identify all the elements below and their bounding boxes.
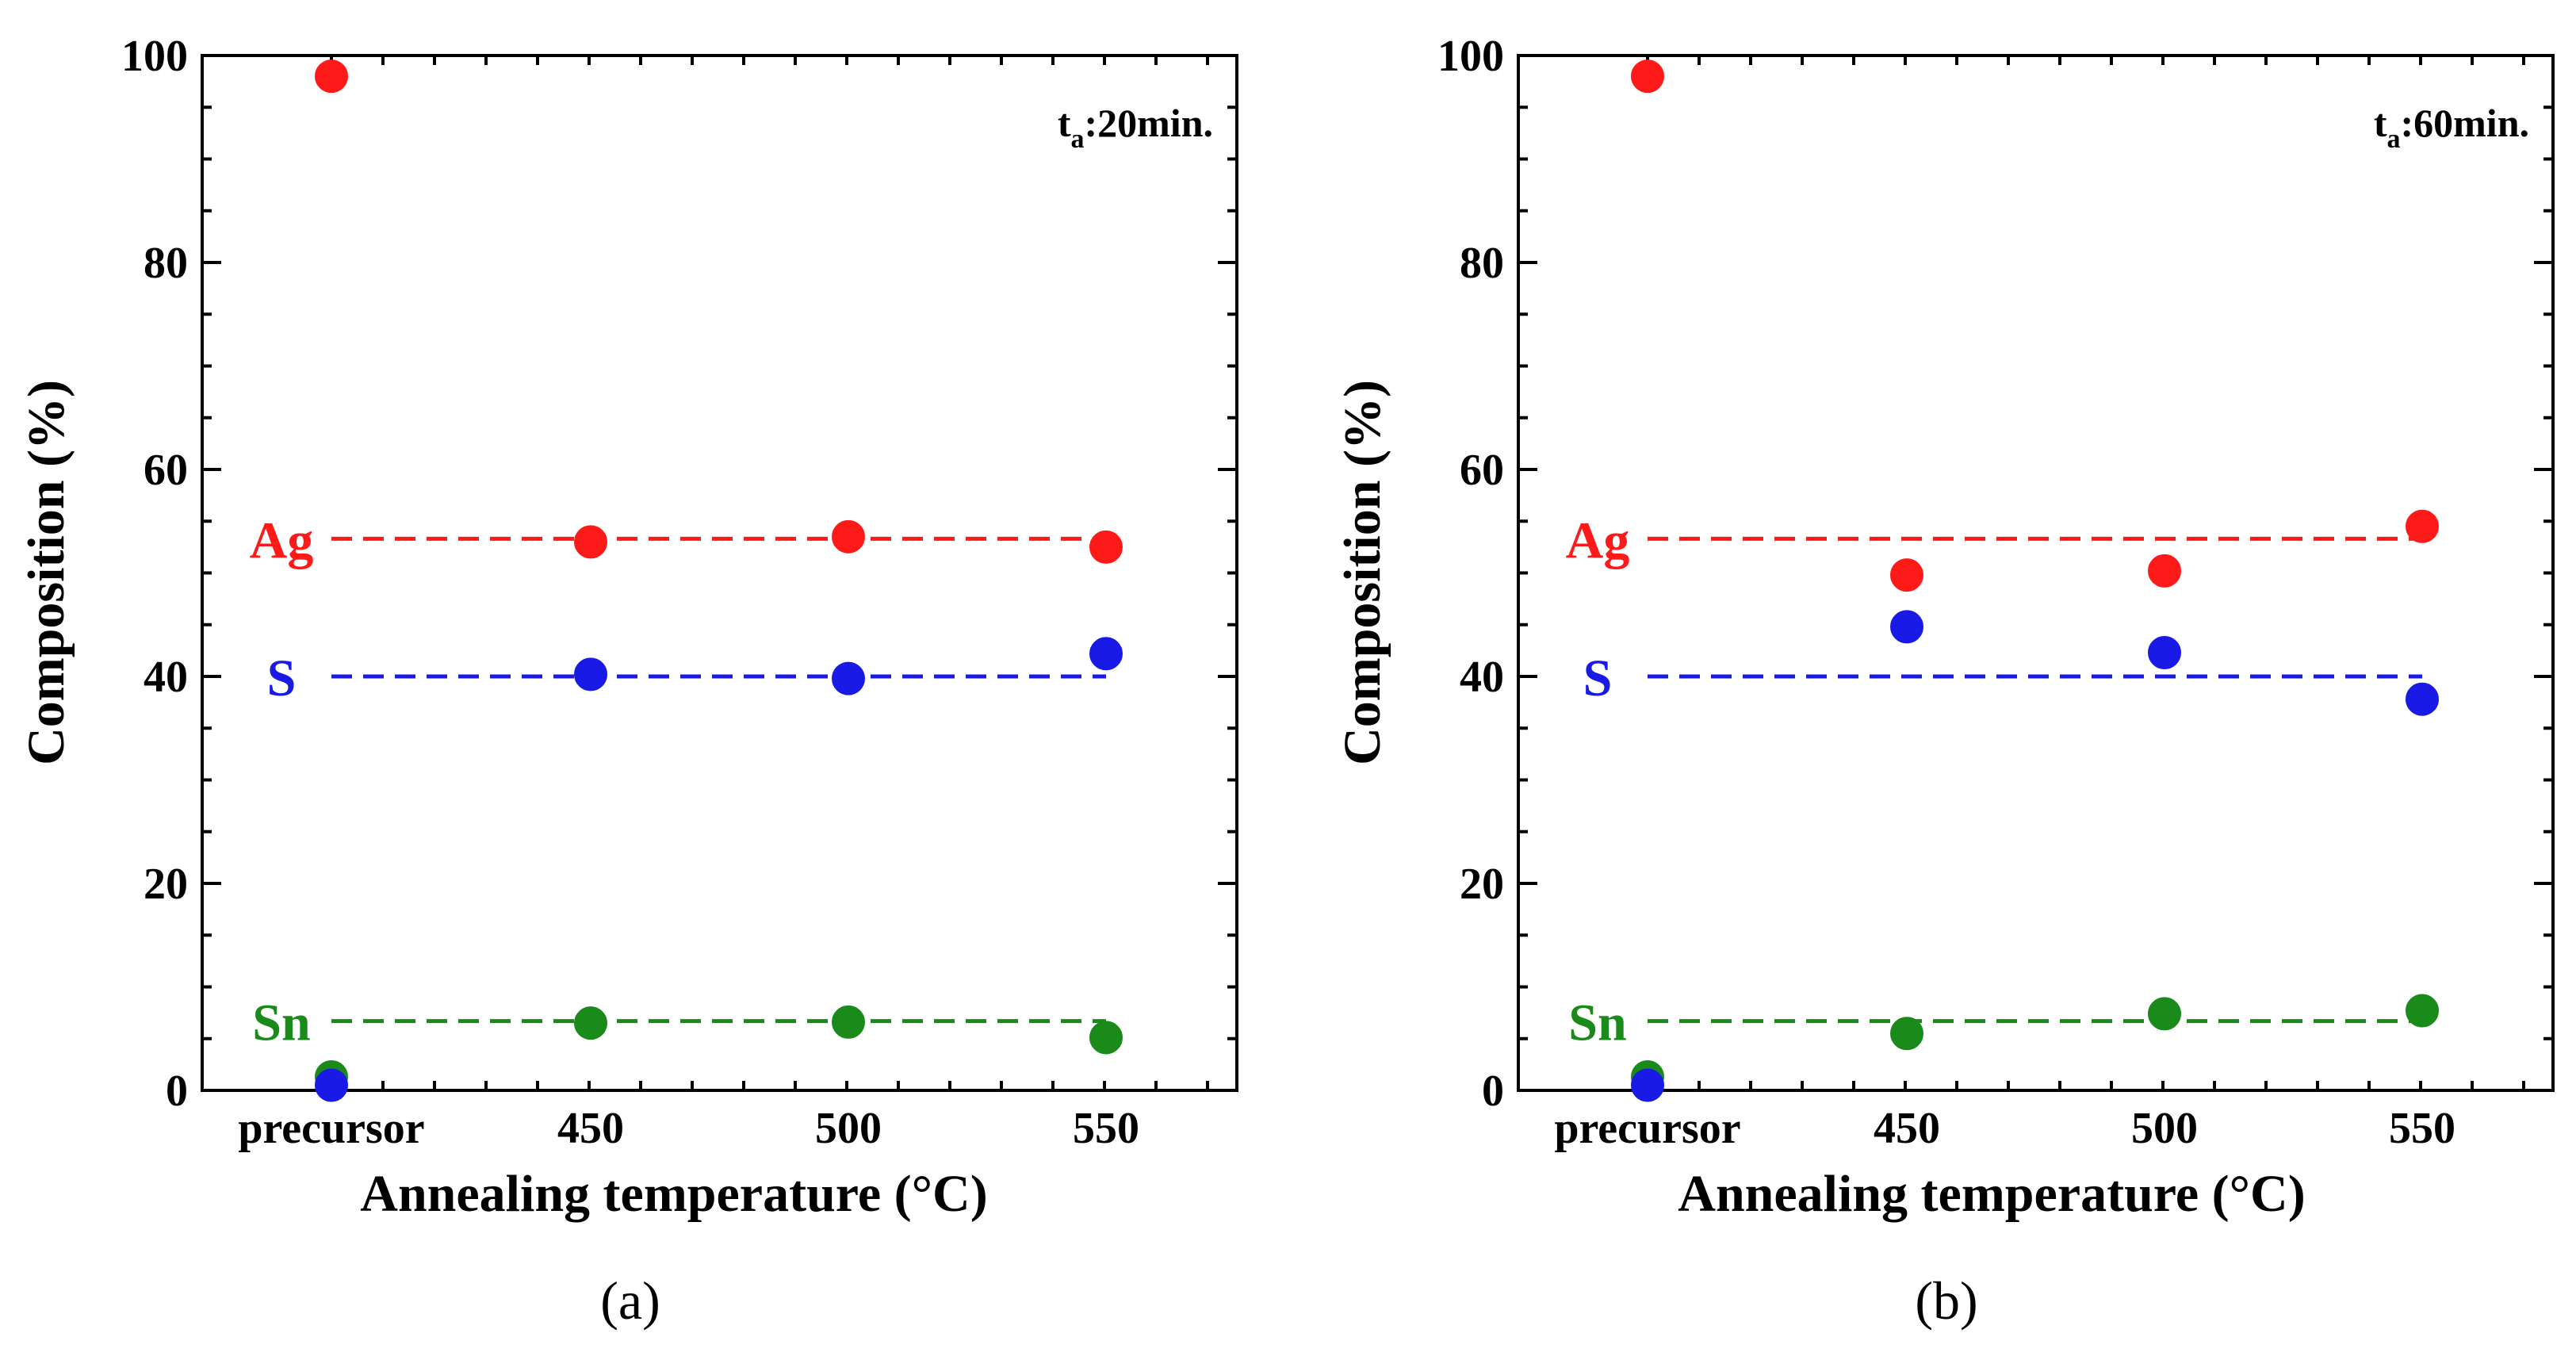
x-axis-label-b: Annealing temperature (°C) [1678, 1165, 2305, 1223]
x-tick-label: 550 [1073, 1104, 1139, 1153]
series-label-s: S [1583, 649, 1613, 707]
x-axis-ticks-b: precursor 450 500 550 [1554, 56, 2525, 1153]
panel-label-a: (a) [600, 1270, 660, 1331]
point-sn-500 [2148, 997, 2181, 1031]
point-s-450 [574, 657, 607, 691]
y-tick-label: 100 [1437, 32, 1504, 81]
point-ag-550 [1089, 530, 1123, 564]
point-s-500 [832, 661, 865, 695]
plot-frame-b [1517, 54, 2555, 1092]
point-ag-550 [2406, 509, 2439, 543]
x-tick-label: 500 [2131, 1104, 2198, 1153]
annotation-b: ta:60min. [2374, 101, 2529, 154]
point-sn-450 [574, 1006, 607, 1040]
point-ag-500 [2148, 554, 2181, 588]
y-tick-label: 40 [144, 653, 188, 702]
panel-label-b: (b) [1915, 1270, 1977, 1331]
point-s-450 [1890, 610, 1923, 644]
y-axis-ticks-a: 0 20 40 60 80 100 [121, 32, 1237, 1116]
y-tick-label: 60 [144, 446, 188, 495]
point-ag-precursor [315, 59, 348, 94]
series-label-ag: Ag [250, 511, 314, 569]
x-tick-label: precursor [238, 1104, 424, 1153]
y-tick-label: 20 [144, 860, 188, 909]
y-axis-label-b: Composition (%) [1334, 380, 1391, 765]
y-tick-label: 0 [166, 1067, 188, 1116]
point-sn-550 [1089, 1021, 1123, 1055]
point-s-precursor [315, 1068, 348, 1102]
panel-a: 0 20 40 60 80 100 precursor 450 500 550 Ag S Sn ta… [17, 32, 1238, 1331]
point-s-precursor [1631, 1068, 1664, 1102]
point-sn-550 [2406, 994, 2439, 1028]
point-ag-500 [832, 519, 865, 554]
point-s-550 [2406, 682, 2439, 716]
series-label-ag: Ag [1566, 511, 1630, 569]
y-tick-label: 40 [1460, 653, 1504, 702]
plot-frame-a [201, 54, 1238, 1092]
series-label-sn: Sn [1568, 994, 1626, 1052]
x-tick-label: 450 [557, 1104, 624, 1153]
reference-lines-a [331, 536, 1106, 1024]
annotation-a: ta:20min. [1058, 101, 1213, 154]
point-s-500 [2148, 635, 2181, 669]
point-sn-450 [1890, 1017, 1923, 1051]
point-ag-450 [1890, 558, 1923, 592]
y-tick-label: 100 [121, 32, 188, 81]
x-tick-label: 550 [2389, 1104, 2455, 1153]
data-points-b [1631, 59, 2439, 1102]
y-tick-label: 80 [1460, 239, 1504, 288]
reference-lines-b [1648, 536, 2422, 1024]
series-labels-b: Ag S Sn [1566, 511, 1630, 1052]
series-labels-a: Ag S Sn [250, 511, 314, 1052]
y-axis-ticks-b: 0 20 40 60 80 100 [1437, 32, 2553, 1116]
series-label-sn: Sn [252, 994, 310, 1052]
x-tick-label: 450 [1874, 1104, 1940, 1153]
x-axis-ticks-a: precursor 450 500 550 [238, 56, 1209, 1153]
x-tick-label: 500 [815, 1104, 882, 1153]
point-sn-500 [832, 1005, 865, 1039]
y-tick-label: 60 [1460, 446, 1504, 495]
series-label-s: S [267, 649, 297, 707]
x-tick-label: precursor [1554, 1104, 1740, 1153]
data-points-a [315, 59, 1123, 1102]
point-ag-450 [574, 525, 607, 559]
y-tick-label: 80 [144, 239, 188, 288]
y-tick-label: 20 [1460, 860, 1504, 909]
point-ag-precursor [1631, 59, 1664, 94]
x-axis-label-a: Annealing temperature (°C) [360, 1165, 987, 1223]
panel-b: 0 20 40 60 80 100 precursor 450 500 550 Ag S Sn ta… [1334, 32, 2555, 1331]
y-axis-label-a: Composition (%) [17, 380, 75, 765]
point-s-550 [1089, 637, 1123, 671]
y-tick-label: 0 [1482, 1067, 1504, 1116]
